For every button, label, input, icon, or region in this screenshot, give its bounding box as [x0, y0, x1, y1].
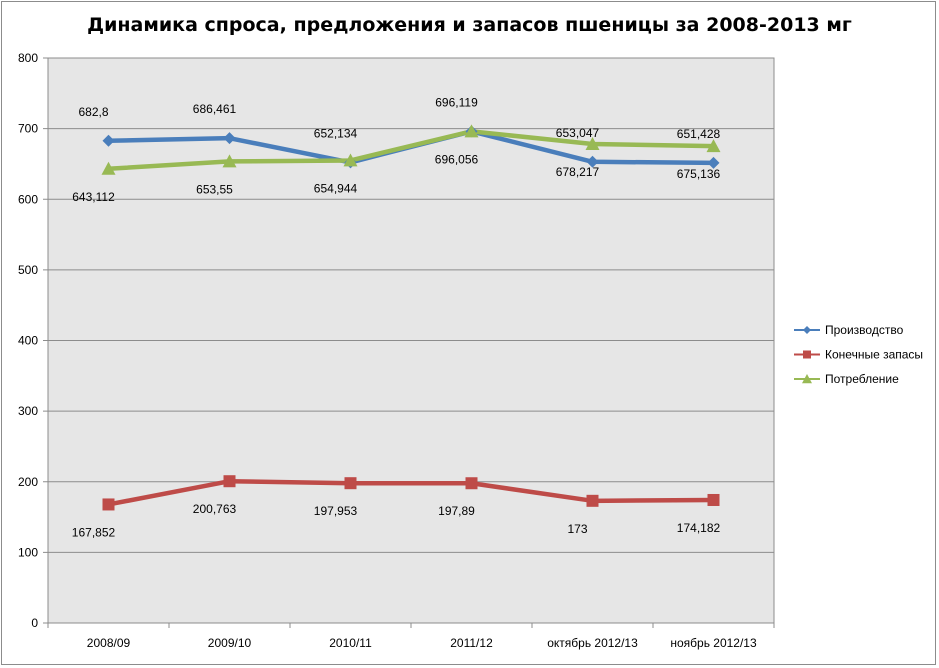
data-label: 678,217: [556, 165, 600, 179]
x-tick-label: 2009/10: [208, 636, 252, 650]
data-label: 696,119: [435, 95, 478, 109]
x-tick-label: октябрь 2012/13: [547, 636, 638, 650]
legend-label: Конечные запасы: [825, 348, 923, 362]
data-point: [101, 161, 116, 175]
data-point: [344, 477, 357, 490]
data-label: 675,136: [677, 167, 721, 181]
data-label: 200,763: [193, 502, 237, 516]
y-tick-label: 300: [18, 404, 38, 418]
series-line: [108, 129, 714, 172]
chart-title: Динамика спроса, предложения и запасов п…: [87, 14, 852, 36]
data-point: [706, 139, 721, 153]
data-label: 654,944: [314, 181, 358, 195]
legend-marker: [803, 350, 811, 359]
data-point: [586, 155, 599, 168]
data-point: [222, 154, 237, 168]
y-tick-label: 700: [18, 122, 38, 136]
legend-marker: [802, 374, 812, 384]
data-label: 197,953: [314, 504, 358, 518]
data-point: [223, 132, 236, 145]
y-tick-label: 400: [18, 334, 38, 348]
data-label: 173: [567, 522, 587, 536]
data-point: [586, 494, 599, 507]
legend-label: Производство: [825, 323, 904, 337]
data-label: 197,89: [438, 504, 475, 518]
data-label: 653,55: [196, 182, 233, 196]
data-point: [465, 477, 478, 490]
y-tick-label: 200: [18, 475, 38, 489]
data-label: 652,134: [314, 126, 358, 140]
y-tick-label: 600: [18, 192, 38, 206]
data-label: 653,047: [556, 126, 600, 140]
data-label: 686,461: [193, 102, 237, 116]
legend-marker: [803, 326, 811, 334]
x-tick-label: 2010/11: [329, 636, 372, 650]
x-tick-label: 2008/09: [87, 636, 131, 650]
data-label: 682,8: [78, 105, 108, 119]
data-point: [464, 124, 479, 138]
y-tick-label: 100: [18, 545, 38, 559]
y-tick-label: 0: [31, 616, 38, 630]
data-label: 651,428: [677, 127, 721, 141]
data-point: [585, 137, 600, 150]
data-point: [102, 498, 115, 511]
data-label: 174,182: [677, 521, 721, 535]
x-tick-label: ноябрь 2012/13: [670, 636, 757, 650]
data-label: 643,112: [72, 190, 115, 204]
x-tick-label: 2011/12: [450, 636, 493, 650]
data-point: [707, 156, 720, 169]
y-tick-label: 500: [18, 263, 38, 277]
data-point: [102, 134, 115, 147]
series-line: [108, 478, 714, 507]
data-label: 696,056: [435, 152, 479, 166]
data-point: [223, 475, 236, 488]
legend-label: Потребление: [825, 372, 899, 386]
data-label: 167,852: [72, 525, 116, 539]
data-point: [343, 153, 358, 167]
y-tick-label: 800: [18, 51, 38, 65]
data-point: [707, 493, 720, 506]
